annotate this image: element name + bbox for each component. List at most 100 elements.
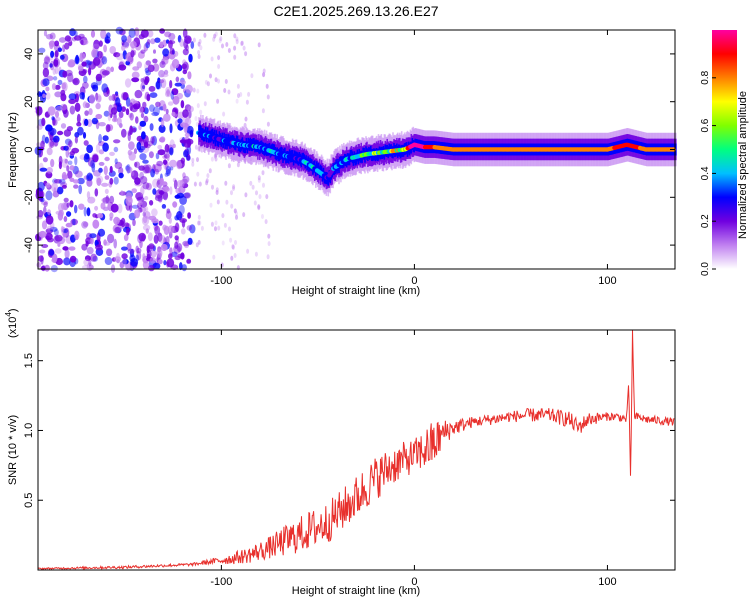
noise-blob [51,83,57,91]
noise-blob [152,106,160,116]
noise-blob [184,132,191,138]
noise-blob [98,40,103,47]
ridge-band [211,128,214,141]
snr-x-axis-label: Height of straight line (km) [292,585,420,597]
noise-blob [130,50,135,58]
noise-blob [206,81,210,87]
noise-blob [261,170,265,176]
noise-blob [244,192,248,198]
noise-blob [165,108,169,115]
noise-blob [200,225,204,231]
noise-blob [105,124,111,133]
noise-blob [140,49,146,54]
noise-blob [85,240,89,247]
noise-blob [95,144,101,153]
noise-blob [65,222,73,228]
noise-blob [100,202,106,210]
noise-blob [211,184,214,190]
noise-blob [166,151,170,162]
noise-blob [168,40,173,49]
noise-blob [205,180,209,186]
noise-blob [115,26,124,35]
noise-blob [182,175,190,184]
noise-blob [95,113,103,120]
noise-blob [159,177,163,185]
noise-blob [148,85,156,92]
noise-blob [191,157,195,163]
spectrogram-x-tick-label: 0 [411,275,417,287]
noise-blob [197,50,201,55]
noise-blob [74,156,78,166]
noise-blob [142,164,150,174]
noise-blob [152,188,157,195]
noise-blob [183,150,189,158]
noise-blob [101,182,109,187]
noise-blob [180,100,185,109]
noise-blob [230,190,233,196]
noise-blob [174,235,179,241]
noise-blob [235,98,239,104]
noise-blob [267,241,271,247]
noise-blob [66,211,72,217]
noise-blob [68,93,77,100]
noise-blob [88,61,96,70]
noise-blob [165,86,171,94]
noise-blob [255,190,258,196]
noise-blob [229,237,233,243]
noise-blob [36,262,41,268]
noise-blob [117,203,123,214]
noise-blob [82,132,87,139]
noise-blob [162,190,168,201]
noise-blob [125,97,131,107]
noise-blob [192,37,196,43]
noise-blob [83,75,88,84]
noise-blob [169,159,177,168]
noise-blob [179,262,183,271]
noise-blob [189,224,196,234]
noise-blob [180,122,187,128]
noise-blob [44,136,49,144]
noise-blob [143,206,149,213]
noise-blob [198,181,202,187]
noise-blob [172,143,176,149]
noise-blob [74,102,81,113]
noise-blob [101,197,109,203]
noise-blob [140,112,145,119]
noise-blob [70,218,78,226]
colorbar: 0.0 0.2 0.4 0.6 0.8 Normalized spectral ampl… [700,30,749,276]
noise-blob [66,165,70,172]
spectrogram-y-axis-label: Frequency (Hz) [7,112,19,188]
noise-blob [131,77,140,83]
noise-blob [162,103,167,112]
noise-blob [174,222,180,233]
noise-blob [257,42,261,48]
noise-blob [193,181,197,187]
noise-blob [145,228,149,234]
noise-blob [146,249,152,259]
ridge-band [206,127,209,140]
noise-blob [74,170,83,178]
noise-blob [266,94,270,100]
noise-blob [182,48,189,56]
noise-blob [106,248,113,257]
spectrogram-y-tick-label: -40 [23,237,35,253]
noise-blob [121,128,127,138]
noise-blob [203,101,207,107]
noise-blob [67,160,73,166]
noise-blob [57,202,64,212]
noise-blob [64,35,71,42]
noise-blob [122,50,128,60]
noise-blob [153,234,159,244]
noise-blob [142,182,150,190]
noise-blob [104,156,110,162]
noise-blob [189,130,194,138]
noise-blob [179,139,188,144]
noise-blob [98,161,105,166]
noise-blob [42,157,48,163]
noise-blob [120,217,126,228]
noise-blob [235,39,239,45]
noise-blob [196,157,199,163]
spectrogram-noise-region [34,26,271,273]
noise-blob [63,216,68,222]
noise-blob [181,264,187,272]
